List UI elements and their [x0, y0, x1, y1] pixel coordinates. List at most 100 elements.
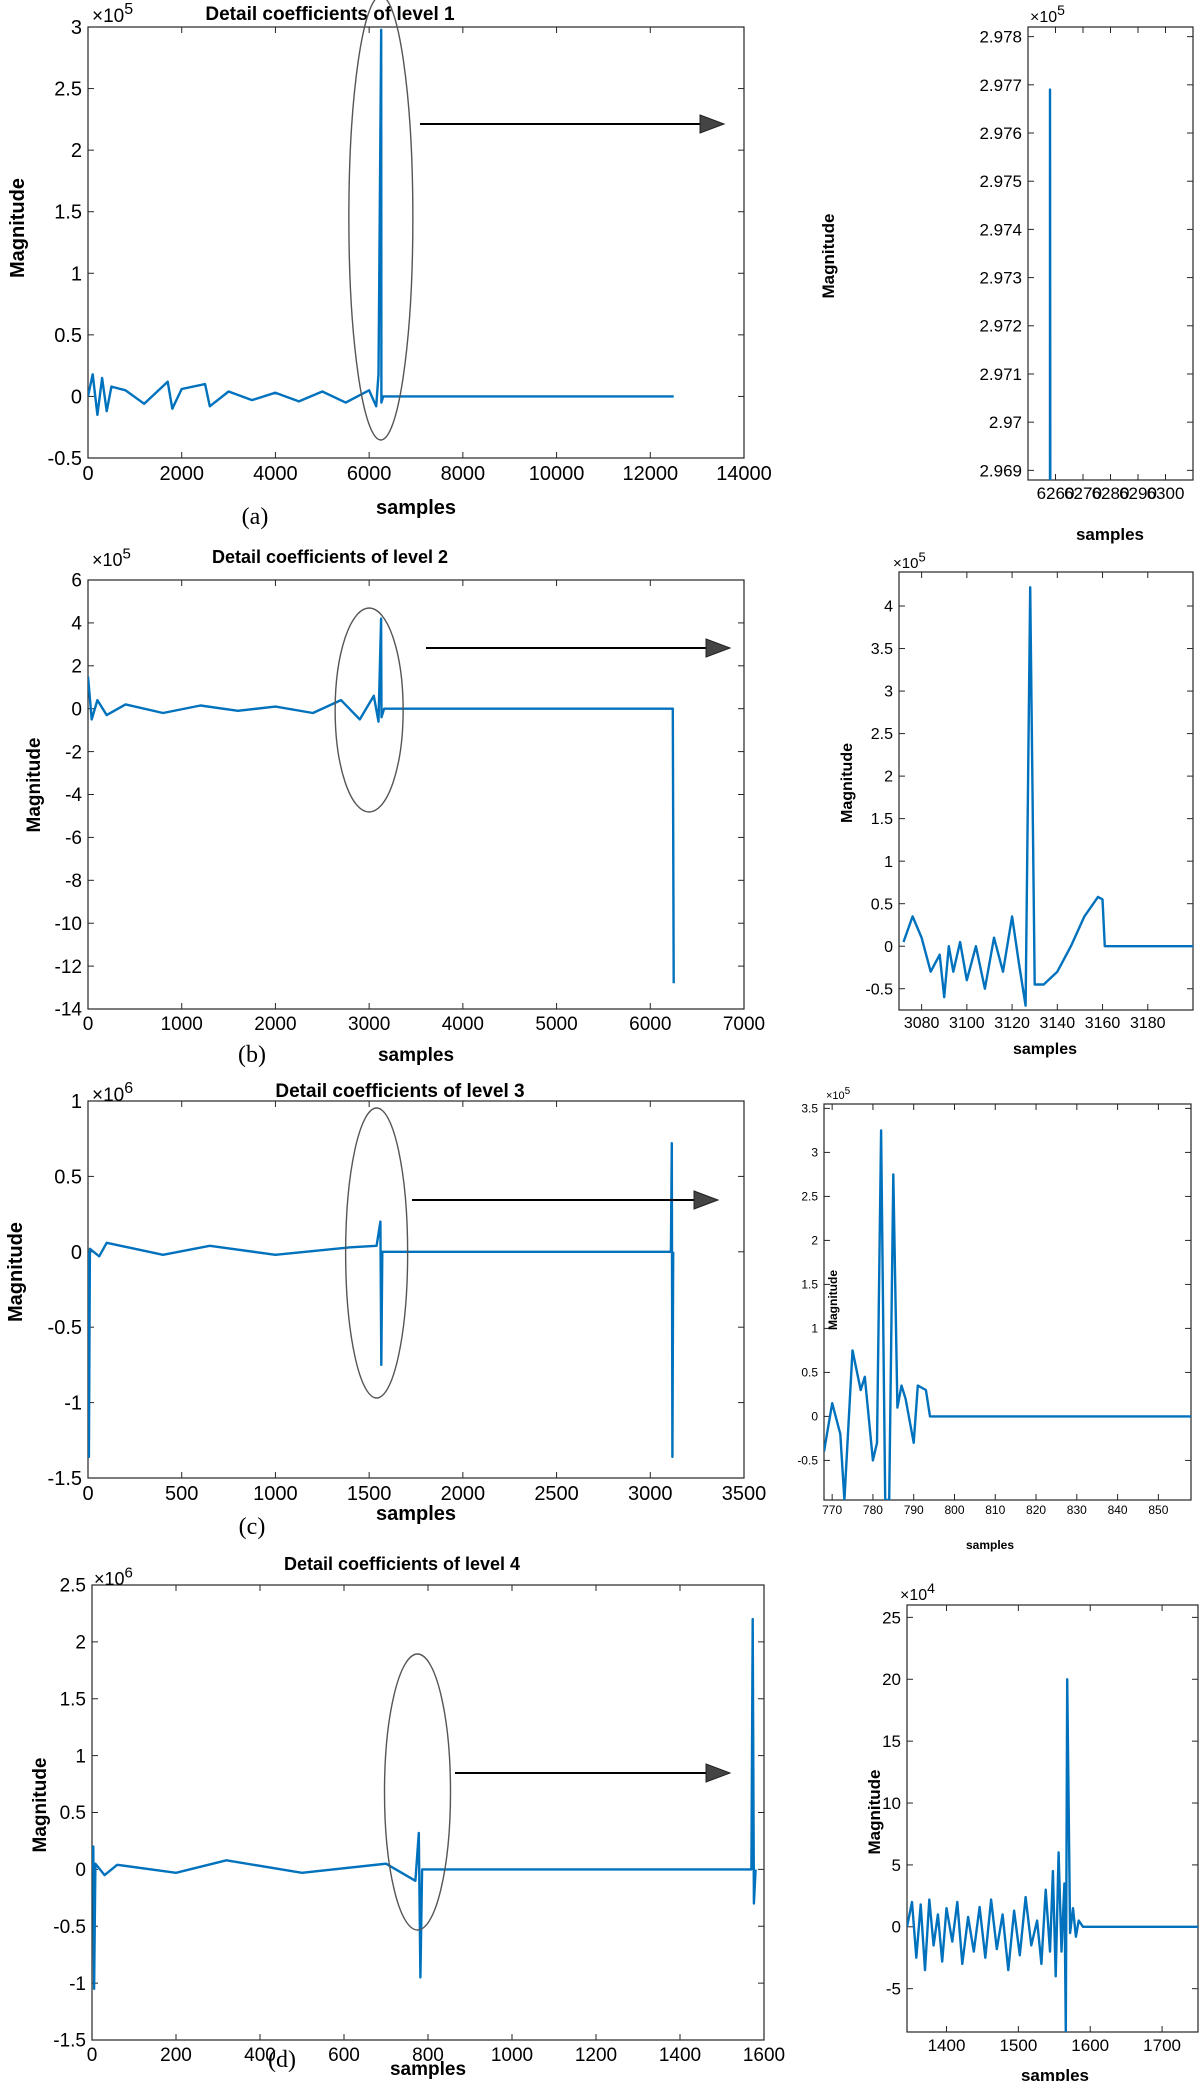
panel-1-ylabel: Magnitude	[819, 214, 838, 299]
panel-5-xtick-label-1: 780	[863, 1503, 883, 1517]
panel-4-xtick-label-3: 1500	[347, 1483, 392, 1505]
panel-3-xtick-label-2: 3120	[994, 1015, 1030, 1032]
panel-4-caption: (c)	[239, 1514, 266, 1540]
panel-1-ytick-label-1: 2.97	[989, 413, 1022, 432]
panel-6-xtick-label-4: 800	[412, 2045, 444, 2066]
panel-6-xtick-label-1: 200	[160, 2045, 192, 2066]
panel-7-xtick-label-3: 1700	[1143, 2036, 1181, 2055]
panel-7-ytick-label-5: 20	[882, 1670, 901, 1689]
panel-2-xtick-label-7: 7000	[723, 1014, 765, 1035]
panel-3-ytick-label-8: 3.5	[871, 641, 893, 658]
panel-6-caption: (d)	[268, 2047, 296, 2073]
panel-1-ytick-label-7: 2.976	[979, 124, 1022, 143]
panel-3-xtick-label-5: 3180	[1130, 1015, 1166, 1032]
panel-6-zoom-arrow-head	[705, 1763, 732, 1783]
panel-2-ytick-label-8: 2	[71, 656, 82, 677]
panel-0-ytick-label-1: 0	[71, 386, 82, 408]
panel-6-xtick-label-6: 1200	[575, 2045, 617, 2066]
panel-0-ytick-label-3: 1	[71, 263, 82, 285]
panel-1-ytick-label-9: 2.978	[979, 28, 1022, 47]
panel-2-xtick-label-5: 5000	[535, 1014, 577, 1035]
panel-6-title: Detail coefficients of level 4	[284, 1554, 520, 1574]
panel-2-exponent-label: ×105	[92, 545, 131, 570]
panel-1-xtick-label-3: 6290	[1119, 484, 1157, 503]
panel-2-ytick-label-0: -14	[55, 1000, 83, 1021]
panel-6-ytick-label-1: -1	[69, 1974, 86, 1995]
panel-6-xtick-label-2: 400	[244, 2045, 276, 2066]
panel-5-ytick-label-4: 1.5	[801, 1278, 818, 1292]
panel-2-ytick-label-1: -12	[55, 957, 82, 978]
panel-4-zoom-arrow-head	[693, 1190, 720, 1210]
panel-3-xlabel: samples	[1013, 1041, 1077, 1058]
panel-2-xtick-label-6: 6000	[629, 1014, 671, 1035]
panel-1-xtick-label-0: 6260	[1037, 484, 1075, 503]
panel-2-xtick-label-0: 0	[83, 1014, 94, 1035]
panel-2-ylabel: Magnitude	[24, 738, 45, 833]
panel-7-ytick-label-3: 10	[882, 1794, 901, 1813]
panel-2-series-line-0	[88, 617, 675, 984]
panel-0-xtick-label-0: 0	[82, 463, 93, 485]
panel-2-axes-box	[87, 579, 745, 1010]
panel-4-xlabel: samples	[376, 1503, 456, 1525]
panel-0-title: Detail coefficients of level 1	[205, 4, 455, 25]
panel-6-ytick-label-5: 1	[75, 1746, 86, 1767]
panel-4-highlight-ellipse	[344, 1107, 409, 1399]
panel-4-axes-box	[87, 1100, 745, 1479]
panel-3-ylabel: Magnitude	[839, 743, 856, 823]
panel-2-xlabel: samples	[378, 1045, 454, 1066]
panel-6-xlabel: samples	[390, 2059, 466, 2080]
panel-2-ytick-label-3: -8	[65, 871, 82, 892]
panel-4-xtick-label-5: 2500	[534, 1483, 579, 1505]
panel-4-series-line-0	[88, 1141, 675, 1459]
panel-2-ytick-label-4: -6	[65, 828, 82, 849]
panel-1-xtick-label-1: 6270	[1064, 484, 1102, 503]
panel-2-highlight-ellipse	[334, 607, 404, 813]
panel-1-exponent-label: ×105	[1030, 2, 1065, 26]
panel-0-ytick-label-2: 0.5	[54, 325, 82, 347]
panel-3-ytick-label-2: 0.5	[871, 896, 893, 913]
panel-1-ytick-label-5: 2.974	[979, 220, 1022, 239]
panel-0-xtick-label-3: 6000	[347, 463, 392, 485]
panel-2-ytick-label-7: 0	[71, 699, 82, 720]
panel-5-exponent-label: ×105	[826, 1086, 851, 1102]
panel-7-ylabel: Magnitude	[865, 1770, 884, 1855]
panel-5-ytick-label-0: -0.5	[797, 1454, 818, 1468]
panel-3-xtick-label-0: 3080	[904, 1015, 940, 1032]
panel-7-ytick-label-6: 25	[882, 1608, 901, 1627]
panel-3-exponent-label: ×105	[893, 550, 926, 572]
panel-7-axes-box	[906, 1604, 1199, 2033]
panel-3-ytick-label-6: 2.5	[871, 726, 893, 743]
panel-5-xtick-label-8: 850	[1148, 1503, 1168, 1517]
panel-1-ytick-label-8: 2.977	[979, 76, 1022, 95]
panel-3-ytick-label-4: 1.5	[871, 811, 893, 828]
panel-3-ytick-label-7: 3	[884, 684, 893, 701]
panel-4-ytick-label-5: 1	[71, 1091, 82, 1113]
panel-5-xtick-label-3: 800	[944, 1503, 964, 1517]
panel-0-xtick-label-2: 4000	[253, 463, 298, 485]
panel-5-xtick-label-6: 830	[1067, 1503, 1087, 1517]
panel-0-zoom-arrow-head	[699, 114, 726, 134]
panel-0-ytick-label-7: 3	[71, 17, 82, 39]
panel-4-ylabel: Magnitude	[5, 1222, 27, 1322]
panel-0-ylabel: Magnitude	[7, 178, 29, 278]
panel-4-xtick-label-6: 3000	[628, 1483, 673, 1505]
panel-5-xtick-label-4: 810	[985, 1503, 1005, 1517]
panel-6-series-line-0	[92, 1617, 757, 1991]
panel-5-ytick-label-7: 3	[811, 1146, 818, 1160]
panel-1-ytick-label-2: 2.971	[979, 365, 1022, 384]
panel-7-xtick-label-1: 1500	[999, 2036, 1037, 2055]
panel-6-ytick-label-4: 0.5	[60, 1803, 86, 1824]
panel-5-ytick-label-1: 0	[811, 1410, 818, 1424]
panel-0-xtick-label-4: 8000	[441, 463, 486, 485]
panel-0-exponent-label: ×105	[92, 1, 133, 27]
panel-0-xtick-label-7: 14000	[716, 463, 772, 485]
panel-7-xtick-label-0: 1400	[928, 2036, 966, 2055]
panel-6-xtick-label-8: 1600	[743, 2045, 785, 2066]
panel-6-highlight-ellipse	[383, 1653, 452, 1931]
panel-7-series-line-0	[907, 1678, 1198, 2032]
panel-3-ytick-label-0: -0.5	[865, 981, 893, 998]
panel-7-ytick-label-0: -5	[886, 1980, 901, 1999]
panel-3-ytick-label-3: 1	[884, 854, 893, 871]
panel-7-ytick-label-2: 5	[892, 1856, 901, 1875]
panel-5-ytick-label-3: 1	[811, 1322, 818, 1336]
